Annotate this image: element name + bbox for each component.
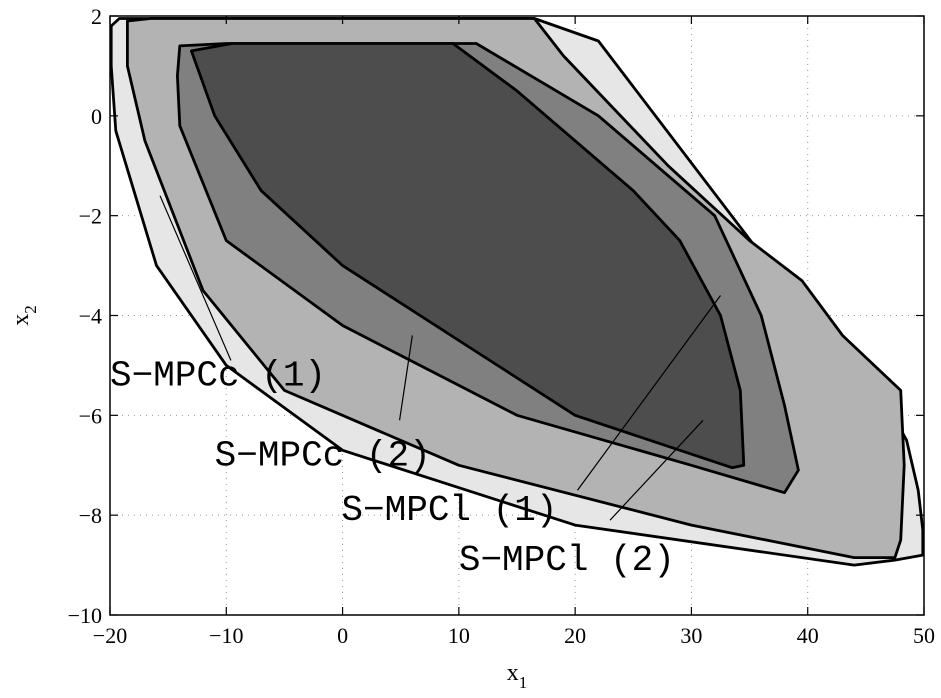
- annotation-label: S−MPCl (2): [459, 540, 675, 581]
- region-polygons: [110, 17, 924, 567]
- annotations: S−MPCc (1) S−MPCc (2) S−MPCl (1) S−MPCl (2): [110, 195, 721, 581]
- y-axis-label-sub: 2: [21, 305, 40, 314]
- y-axis-ticks: −10 −8 −6 −4 −2 0 2: [68, 4, 924, 628]
- x-tick-label: −20: [93, 623, 127, 648]
- annotation-label: S−MPCl (1): [341, 490, 557, 531]
- x-tick-label: 0: [337, 623, 348, 648]
- x-tick-label: 20: [564, 623, 586, 648]
- x-axis-ticks: −20 −10 0 10 20 30 40 50: [93, 16, 935, 648]
- annotation-label: S−MPCc (1): [110, 355, 326, 396]
- x-tick-label: 10: [448, 623, 470, 648]
- x-tick-label: 50: [913, 623, 935, 648]
- annotation-leader-line: [398, 335, 413, 421]
- annotation-leader-line: [576, 295, 721, 491]
- x-axis-label-main: x: [507, 660, 519, 686]
- y-tick-label: −2: [79, 204, 102, 229]
- x-tick-label: 30: [680, 623, 702, 648]
- y-tick-label: −8: [79, 503, 102, 528]
- y-tick-label: −4: [79, 304, 102, 329]
- x-tick-label: −10: [209, 623, 243, 648]
- x-tick-label: 40: [797, 623, 819, 648]
- annotation-label: S−MPCc (2): [215, 435, 431, 476]
- y-axis-label-main: x: [8, 314, 34, 326]
- annotation-leader-line: [609, 419, 704, 521]
- y-axis-label: x2: [8, 305, 40, 326]
- y-tick-label: 2: [91, 4, 102, 29]
- y-tick-label: 0: [91, 104, 102, 129]
- x-axis-label-sub: 1: [519, 673, 528, 692]
- y-tick-label: −10: [68, 603, 102, 628]
- y-tick-label: −6: [79, 403, 102, 428]
- region-s-mpcl-2: [189, 42, 746, 470]
- annotation-leader-line: [159, 195, 232, 361]
- x-axis-label: x1: [507, 660, 528, 692]
